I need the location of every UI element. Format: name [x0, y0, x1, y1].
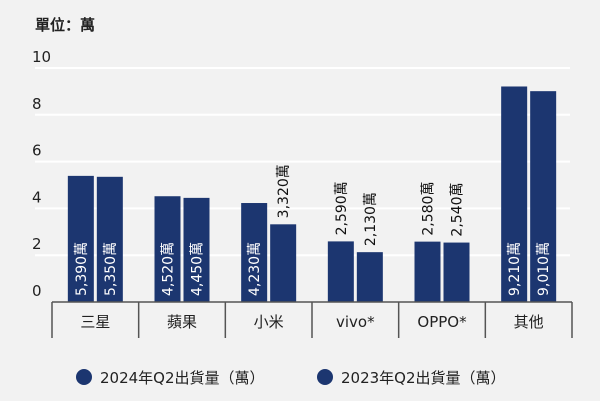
bar-value-label: 2,130萬: [363, 192, 379, 246]
bar-value-label: 9,010萬: [536, 242, 552, 296]
x-category-label: 其他: [514, 313, 544, 331]
legend: 2024年Q2出貨量（萬） 2023年Q2出貨量（萬）: [76, 369, 506, 387]
bar: [443, 242, 470, 302]
bar: [530, 91, 557, 302]
y-tick-label: 6: [32, 142, 42, 160]
bar: [183, 197, 210, 302]
bar-value-label: 5,350萬: [103, 242, 119, 296]
bar: [241, 203, 268, 302]
bar-value-label: 2,590萬: [334, 181, 350, 235]
bar: [356, 252, 383, 302]
bar: [67, 175, 94, 302]
bar-value-label: 4,520萬: [161, 242, 177, 296]
y-tick-label: 8: [32, 95, 42, 113]
x-category-label: vivo*: [336, 313, 375, 331]
x-category-label: 三星: [80, 313, 110, 331]
bar: [154, 196, 181, 302]
y-tick-label: 2: [32, 235, 42, 253]
bar: [327, 241, 354, 302]
y-axis-ticks: 0 2 4 6 8 10: [32, 48, 51, 300]
x-axis: 三星 蘋果 小米 vivo* OPPO* 其他: [51, 301, 573, 338]
legend-label: 2024年Q2出貨量（萬）: [100, 369, 265, 387]
bar-value-label: 5,390萬: [74, 242, 90, 296]
legend-marker: [317, 369, 333, 385]
bar-value-label: 9,210萬: [507, 242, 523, 296]
y-tick-label: 10: [32, 48, 51, 66]
bar-value-label: 4,450萬: [190, 242, 206, 296]
bar-value-label: 2,540萬: [450, 182, 466, 236]
bar: [414, 241, 441, 302]
x-category-label: 蘋果: [167, 313, 197, 331]
bars: 5,390萬 5,350萬 4,520萬 4,450萬 4,230萬 3,320萬 2,59…: [67, 86, 557, 303]
bar-value-label: 2,580萬: [421, 182, 437, 236]
legend-label: 2023年Q2出貨量（萬）: [341, 369, 506, 387]
bar-value-label: 4,230萬: [247, 242, 263, 296]
x-category-label: OPPO*: [417, 313, 467, 331]
bar: [96, 176, 123, 302]
bar-value-label: 3,320萬: [276, 164, 292, 218]
unit-label: 單位：萬: [35, 16, 95, 34]
bar: [501, 86, 528, 303]
bar: [270, 224, 297, 302]
x-category-label: 小米: [254, 313, 284, 331]
y-tick-label: 0: [32, 282, 42, 300]
y-tick-label: 4: [32, 188, 42, 206]
legend-marker: [76, 369, 92, 385]
gridlines: [35, 67, 570, 257]
